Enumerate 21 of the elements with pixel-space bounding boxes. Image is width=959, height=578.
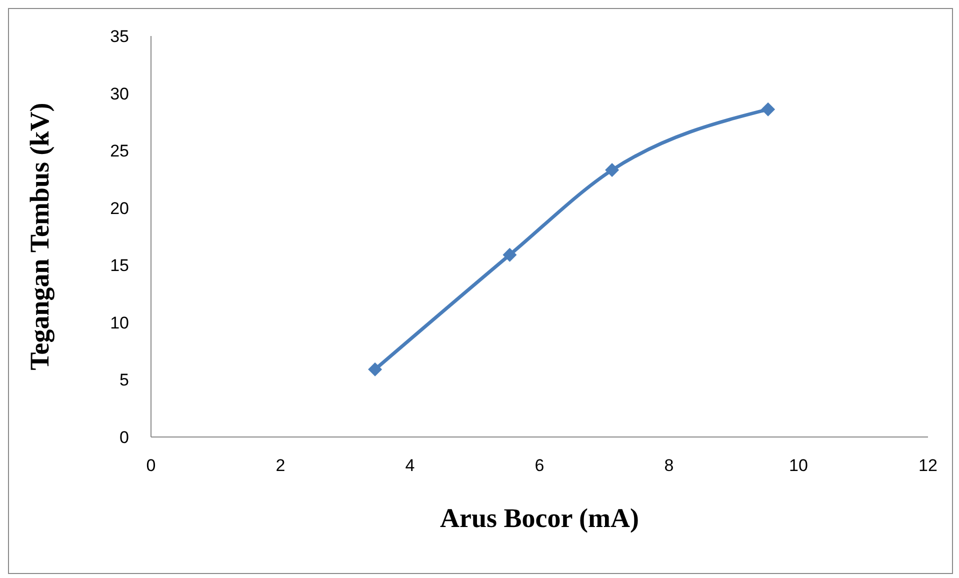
point [761, 102, 776, 116]
y-tick-label: 35 [110, 27, 129, 46]
y-tick-label: 25 [110, 142, 129, 161]
x-tick-label: 10 [789, 456, 808, 476]
x-tick-label: 0 [146, 456, 156, 476]
y-tick-label: 15 [110, 256, 129, 276]
x-tick-label: 6 [534, 456, 544, 476]
point [605, 163, 620, 178]
x-axis-title: Arus Bocor (mA) [440, 503, 639, 533]
x-tick-label: 12 [918, 456, 938, 476]
y-axis-title: Tegangan Tembus (kV) [24, 102, 55, 370]
x-tick-label: 2 [276, 456, 286, 476]
x-tick-label: 8 [664, 456, 674, 476]
y-tick-label: 5 [120, 370, 129, 390]
y-tick-label: 10 [110, 313, 129, 332]
y-tick-label: 30 [110, 84, 129, 104]
point [368, 362, 382, 376]
y-tick-label: 0 [120, 428, 129, 448]
point [502, 248, 517, 262]
y-tick-label: 20 [110, 198, 129, 218]
x-tick-label: 4 [405, 456, 415, 476]
